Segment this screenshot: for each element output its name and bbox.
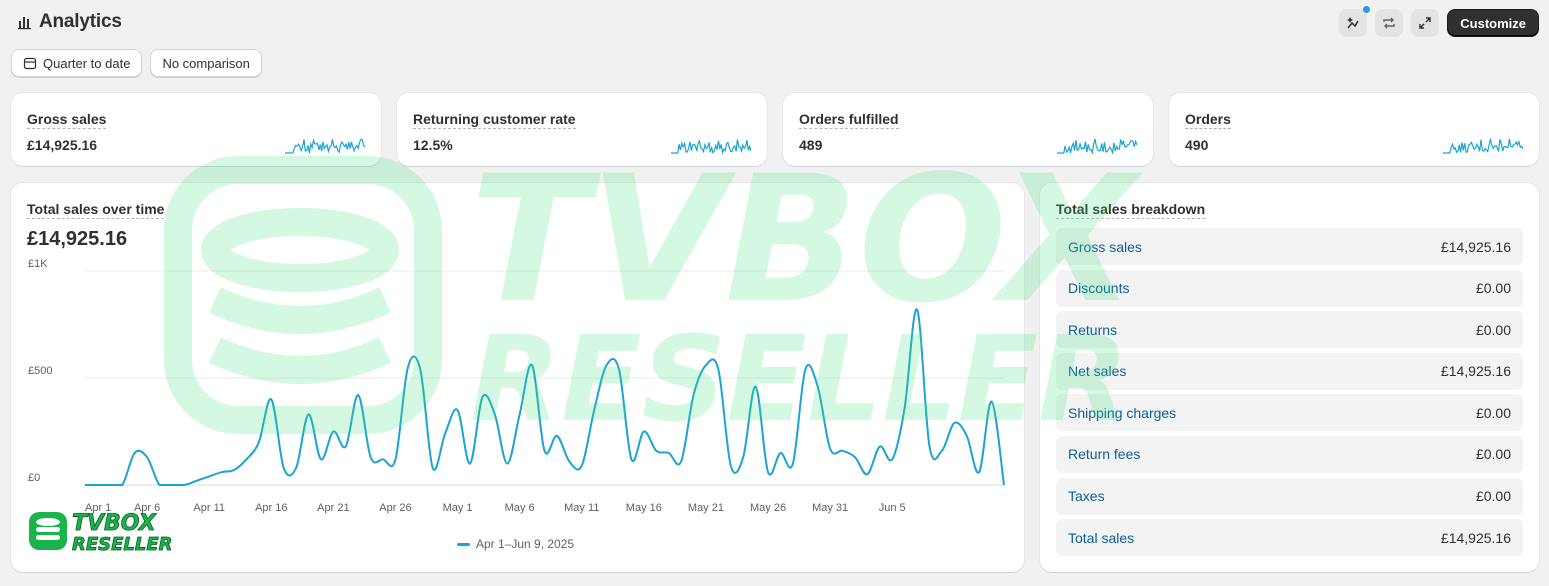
- customize-button[interactable]: Customize: [1447, 9, 1539, 37]
- x-tick-label: Jun 5: [879, 502, 906, 514]
- repeat-icon: [1383, 17, 1395, 29]
- breakdown-value: £14,925.16: [1440, 529, 1511, 546]
- y-tick-label: £1K: [28, 258, 48, 270]
- breakdown-row-discounts[interactable]: Discounts £0.00: [1056, 269, 1523, 307]
- breakdown-row-total-sales[interactable]: Total sales £14,925.16: [1056, 519, 1523, 557]
- breakdown-value: £0.00: [1475, 280, 1511, 297]
- date-range-picker[interactable]: Quarter to date: [11, 49, 143, 77]
- fullscreen-button[interactable]: [1411, 9, 1440, 37]
- x-tick-label: Apr 11: [193, 502, 225, 514]
- breakdown-label[interactable]: Total sales: [1068, 529, 1135, 546]
- legend-label: Apr 1–Jun 9, 2025: [476, 537, 575, 551]
- breakdown-row-returns[interactable]: Returns £0.00: [1056, 311, 1523, 349]
- metric-value: 12.5%: [413, 137, 453, 153]
- top-actions: Customize: [1339, 6, 1539, 37]
- breakdown-value: £14,925.16: [1440, 238, 1511, 255]
- metric-value: 490: [1185, 137, 1209, 153]
- y-tick-label: £0: [28, 472, 40, 484]
- sparkline: [285, 138, 365, 154]
- sparkle-chart-icon: [1347, 17, 1359, 29]
- breakdown-label[interactable]: Gross sales: [1068, 238, 1142, 255]
- brand-logo: TVBOX RESELLER: [29, 511, 173, 554]
- legend-swatch: [457, 542, 470, 546]
- sparkline: [1057, 138, 1137, 155]
- metric-label: Returning customer rate: [413, 111, 576, 129]
- breakdown-row-return-fees[interactable]: Return fees £0.00: [1056, 435, 1523, 473]
- breakdown-value: £0.00: [1475, 404, 1511, 421]
- ai-insights-button[interactable]: [1339, 6, 1371, 37]
- sales-line-chart[interactable]: £0 £500 £1K Apr 1 Apr 6 Apr 11 Apr 16 Apr 21 Apr…: [11, 183, 1024, 572]
- breakdown-list: Gross sales £14,925.16 Discounts £0.00 Ret…: [1056, 228, 1523, 561]
- metric-card-orders[interactable]: Orders 490: [1169, 93, 1539, 166]
- x-tick-label: May 26: [750, 502, 786, 514]
- sales-over-time-card: Total sales over time £14,925.16 £0 £500 £…: [11, 183, 1024, 572]
- notification-dot: [1363, 6, 1371, 13]
- breakdown-row-net-sales[interactable]: Net sales £14,925.16: [1056, 352, 1523, 390]
- page-title: Analytics: [39, 11, 122, 32]
- filter-bar: Quarter to date No comparison: [11, 49, 262, 77]
- metric-value: £14,925.16: [27, 137, 98, 153]
- sparkline: [671, 139, 751, 155]
- refresh-button[interactable]: [1375, 9, 1404, 37]
- y-tick-label: £500: [28, 365, 52, 377]
- sales-breakdown-card: Total sales breakdown Gross sales £14,925…: [1040, 183, 1539, 572]
- sparkline-path: [671, 139, 751, 155]
- metric-value: 489: [799, 137, 823, 153]
- logo-line1: TVBOX: [72, 511, 157, 536]
- sparkline: [1443, 137, 1523, 154]
- breakdown-title[interactable]: Total sales breakdown: [1056, 201, 1206, 219]
- metric-label: Orders fulfilled: [799, 111, 899, 129]
- x-tick-label: May 6: [505, 502, 535, 514]
- chart-total: £14,925.16: [27, 228, 128, 250]
- chart-title[interactable]: Total sales over time: [27, 201, 165, 219]
- x-tick-label: Apr 21: [317, 502, 349, 514]
- x-tick-label: Apr 1: [85, 502, 111, 514]
- metric-label: Gross sales: [27, 111, 107, 129]
- chart-bar-icon: [18, 17, 31, 30]
- breakdown-value: £0.00: [1475, 446, 1511, 463]
- breakdown-row-taxes[interactable]: Taxes £0.00: [1056, 477, 1523, 515]
- expand-icon: [1419, 17, 1431, 29]
- x-tick-label: Apr 26: [379, 502, 411, 514]
- breakdown-label[interactable]: Net sales: [1068, 363, 1127, 380]
- metric-card-returning-customer-rate[interactable]: Returning customer rate 12.5%: [397, 93, 767, 166]
- x-tick-label: May 1: [443, 502, 473, 514]
- breakdown-label[interactable]: Shipping charges: [1068, 404, 1177, 421]
- breakdown-label[interactable]: Taxes: [1068, 488, 1105, 505]
- sparkline-path: [1057, 138, 1137, 155]
- x-tick-label: May 21: [688, 502, 724, 514]
- breakdown-row-shipping-charges[interactable]: Shipping charges £0.00: [1056, 394, 1523, 432]
- comparison-picker[interactable]: No comparison: [150, 49, 262, 77]
- series-line[interactable]: [85, 308, 1005, 486]
- x-tick-label: May 16: [626, 502, 662, 514]
- breakdown-value: £0.00: [1475, 488, 1511, 505]
- sparkline-path: [285, 138, 365, 154]
- breakdown-label[interactable]: Returns: [1068, 321, 1118, 338]
- chart-legend[interactable]: Apr 1–Jun 9, 2025: [457, 537, 574, 551]
- x-tick-label: May 11: [564, 502, 599, 514]
- page-header: Analytics: [17, 11, 122, 33]
- metric-card-orders-fulfilled[interactable]: Orders fulfilled 489: [783, 93, 1153, 166]
- comparison-label: No comparison: [162, 55, 250, 71]
- date-range-label: Quarter to date: [43, 55, 131, 71]
- calendar-icon: [23, 57, 37, 70]
- top-bar: Analytics Customize: [0, 0, 1549, 46]
- breakdown-value: £0.00: [1475, 321, 1511, 338]
- logo-line2: RESELLER: [72, 534, 173, 554]
- x-tick-label: May 31: [812, 502, 848, 514]
- breakdown-label[interactable]: Return fees: [1068, 446, 1141, 463]
- x-tick-label: Apr 6: [134, 502, 160, 514]
- breakdown-value: £14,925.16: [1440, 363, 1511, 380]
- breakdown-label[interactable]: Discounts: [1068, 280, 1130, 297]
- metric-card-gross-sales[interactable]: Gross sales £14,925.16: [11, 93, 381, 166]
- metric-label: Orders: [1185, 111, 1231, 129]
- breakdown-row-gross-sales[interactable]: Gross sales £14,925.16: [1056, 228, 1523, 265]
- x-tick-label: Apr 16: [255, 502, 287, 514]
- sparkline-path: [1443, 137, 1523, 154]
